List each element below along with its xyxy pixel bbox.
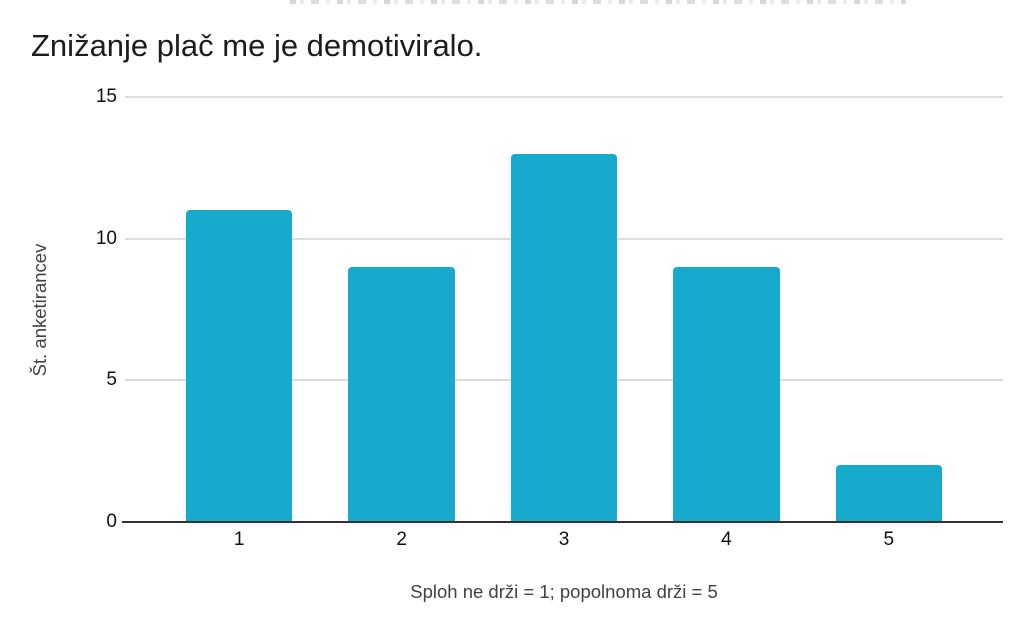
bar-category-3 <box>510 153 618 522</box>
y-tick-label-0: 0 <box>106 511 117 532</box>
bar-band-4 <box>645 97 807 522</box>
bar-band-1 <box>158 97 320 522</box>
plot-area <box>122 96 1003 523</box>
x-axis-line <box>122 521 1003 523</box>
y-tick-label-15: 15 <box>95 86 117 107</box>
x-axis-tick-labels: 1 2 3 4 5 <box>158 529 970 551</box>
x-tick-label-5: 5 <box>883 529 895 550</box>
bar-category-4 <box>673 267 780 522</box>
bar-category-2 <box>348 267 455 522</box>
y-axis-tick-labels: 0 5 10 15 <box>0 86 117 532</box>
bar-category-1 <box>186 210 293 522</box>
bar-band-5 <box>808 97 970 522</box>
gridline-y15 <box>125 96 1003 98</box>
bar-band-3 <box>483 97 645 522</box>
x-tick-label-2: 2 <box>396 529 407 550</box>
x-tick-label-1: 1 <box>233 529 245 550</box>
x-tick-label-3: 3 <box>558 529 570 550</box>
chart-title: Znižanje plač me je demotiviralo. <box>31 28 483 63</box>
y-tick-label-10: 10 <box>95 227 117 249</box>
bar-band-2 <box>320 97 482 522</box>
bar-category-5 <box>835 465 943 522</box>
cropped-text-artifact <box>290 0 906 4</box>
x-tick-label-4: 4 <box>721 529 732 550</box>
x-axis-title: Sploh ne drži = 1; popolnoma drži = 5 <box>410 581 718 602</box>
y-tick-label-5: 5 <box>106 369 117 391</box>
bars-container <box>125 97 1003 522</box>
